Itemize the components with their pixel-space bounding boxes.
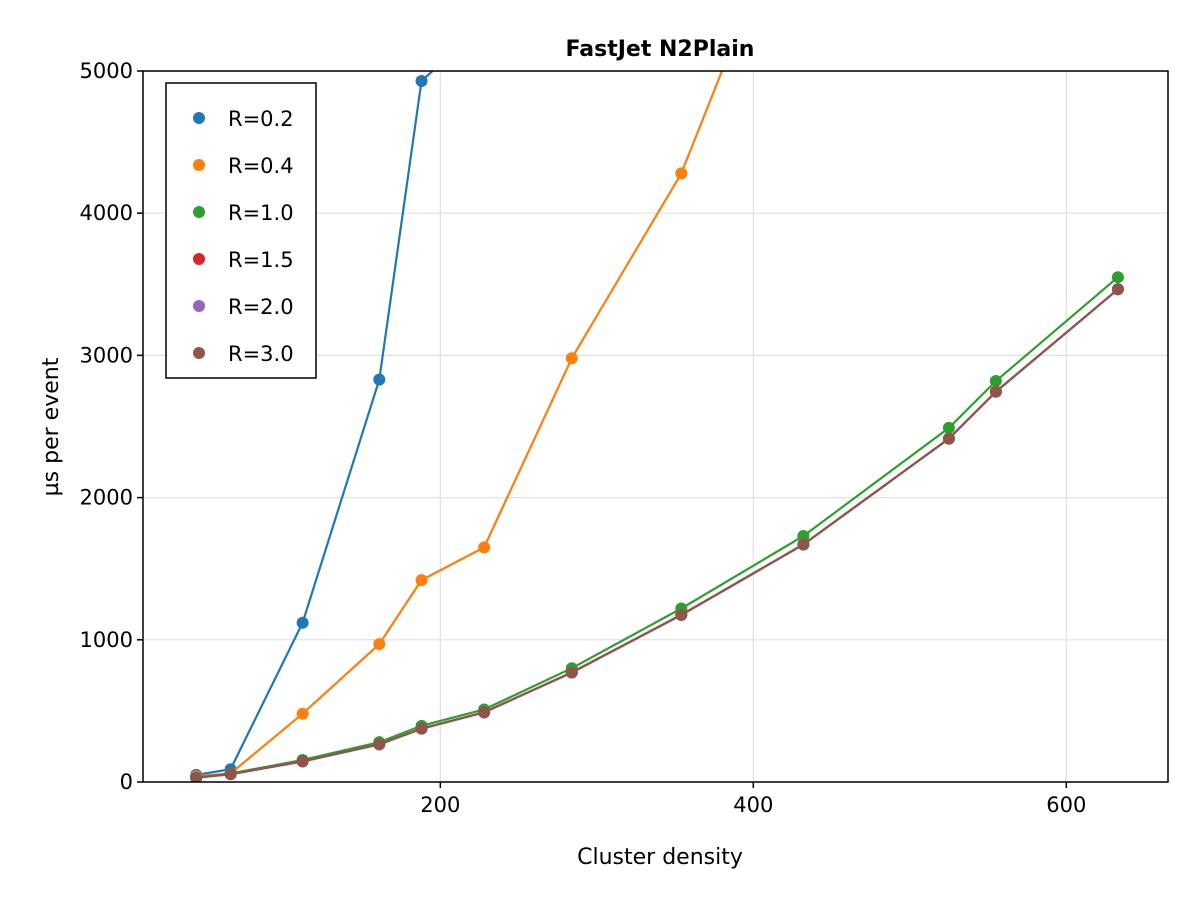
series-line bbox=[196, 288, 1119, 779]
data-point bbox=[478, 541, 491, 554]
legend: R=0.2 R=0.4 R=1.0 R=1.5 R=2.0 R=3.0 bbox=[165, 82, 317, 379]
legend-label: R=2.0 bbox=[228, 295, 294, 319]
series-r-3-0 bbox=[190, 283, 1124, 782]
data-point bbox=[190, 771, 203, 782]
legend-marker bbox=[193, 159, 205, 171]
legend-marker bbox=[193, 112, 205, 124]
y-tick-label: 2000 bbox=[80, 486, 133, 510]
data-point bbox=[296, 616, 309, 629]
data-point bbox=[1111, 271, 1124, 284]
data-point bbox=[797, 529, 810, 542]
legend-marker bbox=[193, 206, 205, 218]
x-axis-label: Cluster density bbox=[577, 845, 743, 870]
data-point bbox=[675, 167, 688, 180]
x-tick-label: 200 bbox=[420, 793, 460, 817]
ticks: 200 400 600 0 1000 2000 3000 4000 5000 bbox=[80, 59, 1087, 817]
data-point bbox=[1111, 283, 1124, 296]
data-point bbox=[415, 74, 428, 87]
series-line bbox=[196, 276, 1119, 779]
data-point bbox=[478, 706, 491, 719]
data-point bbox=[373, 638, 386, 651]
y-tick-label: 5000 bbox=[80, 59, 133, 83]
data-point bbox=[675, 608, 688, 621]
y-axis-label: µs per event bbox=[39, 357, 64, 496]
series-line bbox=[196, 288, 1119, 779]
legend-marker bbox=[193, 253, 205, 265]
legend-label: R=0.4 bbox=[228, 154, 294, 178]
data-point bbox=[989, 385, 1002, 398]
data-point bbox=[373, 738, 386, 751]
data-point bbox=[989, 374, 1002, 387]
x-tick-label: 600 bbox=[1046, 793, 1086, 817]
legend-label: R=1.0 bbox=[228, 201, 294, 225]
data-point bbox=[296, 707, 309, 720]
legend-marker bbox=[193, 347, 205, 359]
data-point bbox=[565, 666, 578, 679]
legend-label: R=3.0 bbox=[228, 342, 294, 366]
series-layer bbox=[190, 71, 1124, 782]
chart-title: FastJet N2Plain bbox=[566, 37, 755, 62]
legend-label: R=1.5 bbox=[228, 248, 294, 272]
data-point bbox=[415, 722, 428, 735]
data-point bbox=[224, 768, 237, 781]
series-line bbox=[196, 288, 1119, 779]
data-point bbox=[373, 373, 386, 386]
y-tick-label: 0 bbox=[120, 770, 133, 794]
legend-label: R=0.2 bbox=[228, 107, 294, 131]
legend-marker bbox=[193, 300, 205, 312]
y-tick-label: 1000 bbox=[80, 628, 133, 652]
plot-frame bbox=[142, 70, 1169, 783]
data-point bbox=[565, 352, 578, 365]
y-tick-label: 3000 bbox=[80, 343, 133, 367]
legend-frame bbox=[165, 82, 317, 379]
y-tick-label: 4000 bbox=[80, 201, 133, 225]
data-point bbox=[296, 755, 309, 768]
data-point bbox=[797, 538, 810, 551]
series-r-1-0 bbox=[190, 271, 1124, 782]
data-point bbox=[942, 421, 955, 434]
data-point bbox=[415, 574, 428, 587]
x-tick-label: 400 bbox=[733, 793, 773, 817]
data-point bbox=[942, 432, 955, 445]
